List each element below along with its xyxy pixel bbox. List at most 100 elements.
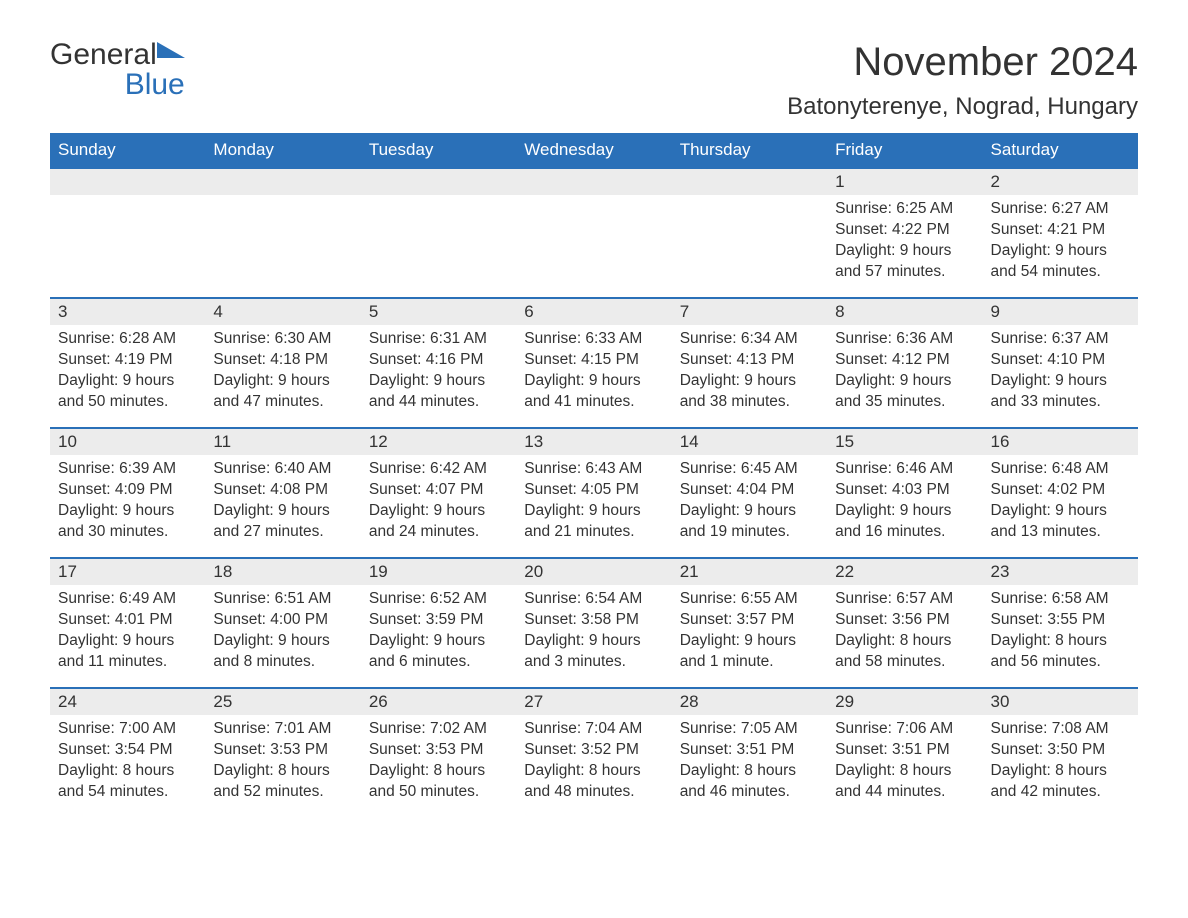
sunrise-text: Sunrise: 6:28 AM	[58, 329, 197, 350]
daylight-text-line1: Daylight: 8 hours	[835, 631, 974, 652]
day-cell: 20Sunrise: 6:54 AMSunset: 3:58 PMDayligh…	[516, 558, 671, 688]
sunrise-text: Sunrise: 6:40 AM	[213, 459, 352, 480]
day-number: 13	[516, 429, 671, 455]
blank-day-strip	[205, 169, 360, 195]
day-cell	[361, 168, 516, 298]
day-content: Sunrise: 7:00 AMSunset: 3:54 PMDaylight:…	[50, 715, 205, 811]
day-number: 10	[50, 429, 205, 455]
day-cell	[516, 168, 671, 298]
day-cell: 2Sunrise: 6:27 AMSunset: 4:21 PMDaylight…	[983, 168, 1138, 298]
day-content: Sunrise: 6:34 AMSunset: 4:13 PMDaylight:…	[672, 325, 827, 421]
daylight-text-line1: Daylight: 9 hours	[369, 631, 508, 652]
sunrise-text: Sunrise: 7:04 AM	[524, 719, 663, 740]
daylight-text-line1: Daylight: 9 hours	[991, 241, 1130, 262]
sunset-text: Sunset: 4:16 PM	[369, 350, 508, 371]
sunrise-text: Sunrise: 6:43 AM	[524, 459, 663, 480]
day-header-row: Sunday Monday Tuesday Wednesday Thursday…	[50, 133, 1138, 168]
daylight-text-line2: and 44 minutes.	[369, 392, 508, 413]
day-number: 18	[205, 559, 360, 585]
day-number: 30	[983, 689, 1138, 715]
daylight-text-line2: and 30 minutes.	[58, 522, 197, 543]
daylight-text-line2: and 42 minutes.	[991, 782, 1130, 803]
day-content: Sunrise: 7:06 AMSunset: 3:51 PMDaylight:…	[827, 715, 982, 811]
daylight-text-line1: Daylight: 9 hours	[991, 371, 1130, 392]
day-number: 28	[672, 689, 827, 715]
day-cell: 24Sunrise: 7:00 AMSunset: 3:54 PMDayligh…	[50, 688, 205, 818]
day-number: 12	[361, 429, 516, 455]
day-number: 17	[50, 559, 205, 585]
day-content: Sunrise: 7:04 AMSunset: 3:52 PMDaylight:…	[516, 715, 671, 811]
day-cell: 27Sunrise: 7:04 AMSunset: 3:52 PMDayligh…	[516, 688, 671, 818]
day-cell: 19Sunrise: 6:52 AMSunset: 3:59 PMDayligh…	[361, 558, 516, 688]
sunset-text: Sunset: 3:52 PM	[524, 740, 663, 761]
daylight-text-line2: and 11 minutes.	[58, 652, 197, 673]
sunrise-text: Sunrise: 6:31 AM	[369, 329, 508, 350]
day-content: Sunrise: 6:28 AMSunset: 4:19 PMDaylight:…	[50, 325, 205, 421]
day-number: 3	[50, 299, 205, 325]
daylight-text-line2: and 8 minutes.	[213, 652, 352, 673]
day-content: Sunrise: 6:57 AMSunset: 3:56 PMDaylight:…	[827, 585, 982, 681]
sunset-text: Sunset: 4:05 PM	[524, 480, 663, 501]
day-cell: 7Sunrise: 6:34 AMSunset: 4:13 PMDaylight…	[672, 298, 827, 428]
sunrise-text: Sunrise: 6:34 AM	[680, 329, 819, 350]
day-number: 1	[827, 169, 982, 195]
sunrise-text: Sunrise: 6:45 AM	[680, 459, 819, 480]
day-cell: 30Sunrise: 7:08 AMSunset: 3:50 PMDayligh…	[983, 688, 1138, 818]
week-row: 24Sunrise: 7:00 AMSunset: 3:54 PMDayligh…	[50, 688, 1138, 818]
day-content: Sunrise: 6:33 AMSunset: 4:15 PMDaylight:…	[516, 325, 671, 421]
sunrise-text: Sunrise: 7:08 AM	[991, 719, 1130, 740]
daylight-text-line2: and 3 minutes.	[524, 652, 663, 673]
day-number: 8	[827, 299, 982, 325]
sunset-text: Sunset: 3:51 PM	[835, 740, 974, 761]
sunrise-text: Sunrise: 6:58 AM	[991, 589, 1130, 610]
day-cell: 26Sunrise: 7:02 AMSunset: 3:53 PMDayligh…	[361, 688, 516, 818]
day-content: Sunrise: 6:42 AMSunset: 4:07 PMDaylight:…	[361, 455, 516, 551]
day-number: 14	[672, 429, 827, 455]
sunset-text: Sunset: 4:03 PM	[835, 480, 974, 501]
daylight-text-line2: and 50 minutes.	[369, 782, 508, 803]
day-content: Sunrise: 6:25 AMSunset: 4:22 PMDaylight:…	[827, 195, 982, 291]
sunset-text: Sunset: 4:19 PM	[58, 350, 197, 371]
logo-text-general: General	[50, 38, 157, 71]
daylight-text-line2: and 13 minutes.	[991, 522, 1130, 543]
sunset-text: Sunset: 4:22 PM	[835, 220, 974, 241]
daylight-text-line1: Daylight: 8 hours	[991, 761, 1130, 782]
sunset-text: Sunset: 4:13 PM	[680, 350, 819, 371]
day-cell: 10Sunrise: 6:39 AMSunset: 4:09 PMDayligh…	[50, 428, 205, 558]
day-number: 24	[50, 689, 205, 715]
daylight-text-line2: and 24 minutes.	[369, 522, 508, 543]
day-content: Sunrise: 6:51 AMSunset: 4:00 PMDaylight:…	[205, 585, 360, 681]
day-header: Sunday	[50, 133, 205, 168]
sunrise-text: Sunrise: 7:00 AM	[58, 719, 197, 740]
sunset-text: Sunset: 4:21 PM	[991, 220, 1130, 241]
blank-day-strip	[50, 169, 205, 195]
location-subtitle: Batonyterenye, Nograd, Hungary	[787, 93, 1138, 121]
sunrise-text: Sunrise: 6:39 AM	[58, 459, 197, 480]
sunset-text: Sunset: 3:54 PM	[58, 740, 197, 761]
day-number: 6	[516, 299, 671, 325]
sunrise-text: Sunrise: 7:06 AM	[835, 719, 974, 740]
logo-text-blue: Blue	[125, 68, 185, 101]
day-number: 26	[361, 689, 516, 715]
day-header: Wednesday	[516, 133, 671, 168]
month-title: November 2024	[787, 40, 1138, 85]
daylight-text-line2: and 33 minutes.	[991, 392, 1130, 413]
daylight-text-line1: Daylight: 8 hours	[991, 631, 1130, 652]
sunrise-text: Sunrise: 6:48 AM	[991, 459, 1130, 480]
sunset-text: Sunset: 3:58 PM	[524, 610, 663, 631]
sunset-text: Sunset: 4:04 PM	[680, 480, 819, 501]
daylight-text-line2: and 54 minutes.	[58, 782, 197, 803]
day-number: 27	[516, 689, 671, 715]
sunset-text: Sunset: 3:57 PM	[680, 610, 819, 631]
sunset-text: Sunset: 3:59 PM	[369, 610, 508, 631]
blank-day-strip	[672, 169, 827, 195]
daylight-text-line1: Daylight: 8 hours	[369, 761, 508, 782]
daylight-text-line2: and 21 minutes.	[524, 522, 663, 543]
day-cell: 15Sunrise: 6:46 AMSunset: 4:03 PMDayligh…	[827, 428, 982, 558]
sunset-text: Sunset: 3:53 PM	[369, 740, 508, 761]
day-content: Sunrise: 6:55 AMSunset: 3:57 PMDaylight:…	[672, 585, 827, 681]
day-cell: 4Sunrise: 6:30 AMSunset: 4:18 PMDaylight…	[205, 298, 360, 428]
daylight-text-line2: and 16 minutes.	[835, 522, 974, 543]
sunset-text: Sunset: 4:01 PM	[58, 610, 197, 631]
day-content: Sunrise: 6:40 AMSunset: 4:08 PMDaylight:…	[205, 455, 360, 551]
